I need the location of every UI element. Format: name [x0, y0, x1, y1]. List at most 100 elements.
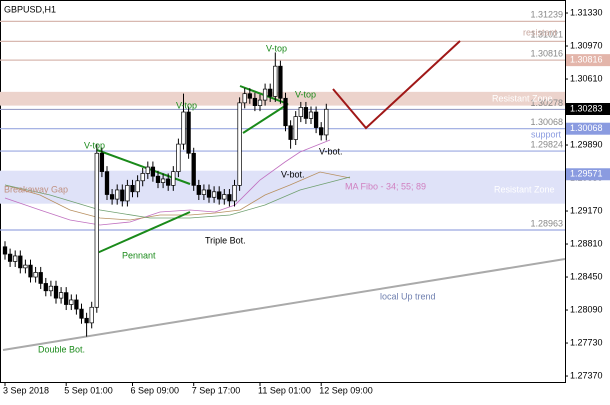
candle-body: [206, 189, 212, 198]
candle-body: [109, 194, 115, 200]
annotation: Resistant Zone: [492, 93, 553, 103]
candle-body: [115, 189, 120, 200]
annotation: V-bot.: [319, 146, 343, 156]
candle-body: [262, 88, 268, 101]
candle-body: [196, 185, 201, 195]
candle-body: [155, 175, 161, 183]
x-tick-label: 5 Sep 01:00: [64, 385, 113, 395]
chart-title: GBPUSD,H1: [4, 4, 56, 14]
candle-body: [211, 191, 217, 198]
candle-body: [247, 93, 252, 99]
candle-body: [7, 253, 13, 262]
candle-body: [94, 152, 99, 308]
candle-body: [74, 299, 79, 310]
candle-body: [104, 171, 110, 195]
annotation: V-top: [84, 140, 105, 150]
annotation: Pennant: [122, 250, 156, 260]
y-tick-label: 1.28090: [570, 304, 603, 314]
candle-body: [125, 185, 130, 202]
annotation: MA Fibo - 34; 55; 89: [345, 181, 426, 191]
y-tick-label: 1.29170: [570, 205, 603, 215]
candle-body: [18, 255, 23, 269]
candle-body: [140, 173, 145, 182]
annotation: V-bot.: [281, 169, 305, 179]
annotation: V-top: [266, 43, 287, 53]
y-tick-label: 1.30610: [570, 73, 603, 83]
candle-body: [84, 317, 89, 324]
level-label: 1.30278: [530, 98, 563, 108]
x-tick-label: 7 Sep 17:00: [192, 385, 241, 395]
candle-body: [160, 178, 166, 183]
candle-body: [38, 272, 43, 284]
candle-body: [319, 127, 324, 136]
level-label: 1.31239: [530, 10, 563, 20]
annotation: Breakaway Gap: [4, 184, 68, 194]
price-badge-label: 1.29571: [570, 169, 603, 179]
candle-body: [2, 246, 8, 255]
candle-body: [222, 194, 227, 200]
forecast-line: [332, 40, 461, 130]
price-badge-label: 1.30816: [570, 55, 603, 65]
candle-body: [28, 264, 33, 278]
candle-body: [252, 97, 258, 106]
ma-line: [4, 139, 331, 226]
candle-body: [227, 194, 232, 202]
candle-body: [293, 116, 298, 140]
pennant-line: [96, 211, 191, 254]
annotation: Resistant Zone: [494, 184, 555, 194]
candle-body: [268, 88, 273, 97]
candle-body: [303, 107, 309, 119]
candle-body: [69, 299, 74, 305]
price-badge-label: 1.30283: [570, 103, 603, 113]
candle-body: [308, 111, 314, 119]
annotation: Double Bot.: [38, 344, 85, 354]
candle-body: [176, 143, 181, 172]
candle-body: [186, 111, 191, 154]
candle-body: [257, 99, 263, 106]
candle-body: [79, 308, 84, 319]
x-tick-label: 11 Sep 01:00: [258, 385, 311, 395]
pennant-line: [242, 103, 289, 134]
candle-body: [217, 191, 222, 200]
candle-body: [313, 111, 319, 128]
x-tick-label: 6 Sep 09:00: [131, 385, 180, 395]
x-tick-label: 12 Sep 09:00: [319, 385, 373, 395]
candle-body: [58, 292, 64, 299]
ma-line: [4, 171, 351, 221]
price-badge: [566, 102, 610, 115]
level-label: 1.31021: [530, 30, 563, 40]
candle-body: [237, 102, 242, 186]
candle-body: [120, 189, 125, 202]
candle-body: [64, 292, 69, 305]
ma-line: [4, 176, 351, 219]
annotation: V-top: [176, 100, 197, 110]
y-tick-label: 1.27730: [570, 337, 603, 347]
candle-body: [298, 107, 303, 117]
candle-body: [130, 185, 135, 193]
y-tick-label: 1.31330: [570, 7, 603, 17]
candle-body: [150, 166, 156, 177]
y-tick-label: 1.29890: [570, 139, 603, 149]
y-tick-label: 1.28450: [570, 271, 603, 281]
candle-body: [273, 65, 278, 97]
level-label: 1.29824: [530, 139, 563, 149]
zone: [0, 91, 565, 106]
candle-body: [13, 255, 18, 262]
zone: [0, 170, 565, 204]
candle-body: [89, 306, 94, 324]
candle-body: [171, 171, 176, 186]
candle-body: [201, 189, 207, 195]
candle-body: [33, 272, 38, 278]
level-label: 1.30816: [530, 49, 563, 59]
annotation: Triple Bot.: [205, 235, 246, 245]
price-badge: [566, 54, 610, 67]
candle-body: [181, 111, 186, 145]
candle-body: [278, 65, 283, 99]
candle-body: [288, 125, 293, 140]
annotation: resistant: [523, 27, 558, 37]
candle-body: [23, 264, 28, 269]
candle-body: [43, 283, 48, 292]
level-label: 1.28963: [530, 218, 563, 228]
